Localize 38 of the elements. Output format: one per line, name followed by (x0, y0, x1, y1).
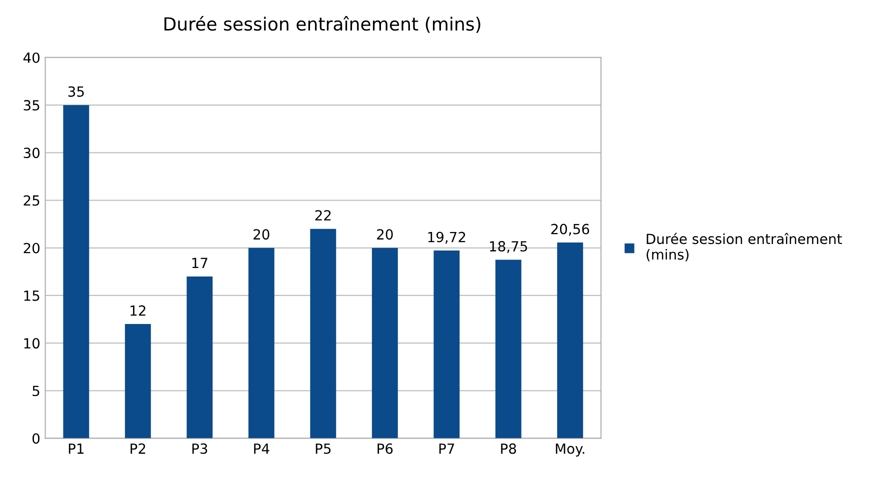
data-label: 35 (68, 86, 84, 97)
legend-label: Durée session entraînement (mins) (646, 232, 842, 262)
y-tick-label: 40 (23, 52, 40, 63)
x-tick-label: Moy. (556, 444, 584, 457)
x-tick-label: P5 (316, 444, 331, 454)
bar (186, 276, 213, 438)
chart-title: Durée session entraînement (mins) (164, 16, 480, 33)
bar (310, 228, 336, 438)
bar (557, 242, 584, 438)
data-label: 20 (254, 229, 270, 240)
y-tick-label: 5 (32, 386, 40, 396)
bar (372, 248, 398, 438)
y-tick-label: 25 (24, 195, 40, 206)
y-tick-label: 20 (24, 242, 40, 254)
data-label: 12 (130, 305, 146, 316)
data-label: 22 (315, 210, 331, 220)
bar (248, 248, 274, 438)
x-tick-label: P1 (68, 444, 84, 454)
y-tick-label: 15 (24, 290, 40, 301)
x-tick-label: P7 (439, 444, 454, 454)
data-label: 20,56 (551, 224, 590, 236)
y-tick-label: 35 (24, 100, 40, 111)
bar (124, 324, 151, 438)
y-tick-label: 30 (24, 148, 40, 158)
data-label: 19,72 (428, 232, 466, 244)
bar (495, 260, 522, 438)
bar (434, 250, 460, 438)
data-label: 20 (377, 229, 393, 240)
x-tick-label: P6 (378, 443, 393, 454)
data-label: 17 (192, 258, 208, 268)
bar (63, 105, 90, 438)
data-label: 18,75 (490, 241, 528, 253)
x-tick-label: P4 (254, 444, 270, 454)
y-tick-label: 0 (32, 433, 40, 444)
x-tick-label: P2 (130, 443, 146, 454)
y-tick-label: 10 (24, 338, 40, 349)
x-tick-label: P8 (501, 443, 516, 454)
x-tick-label: P3 (192, 443, 208, 454)
